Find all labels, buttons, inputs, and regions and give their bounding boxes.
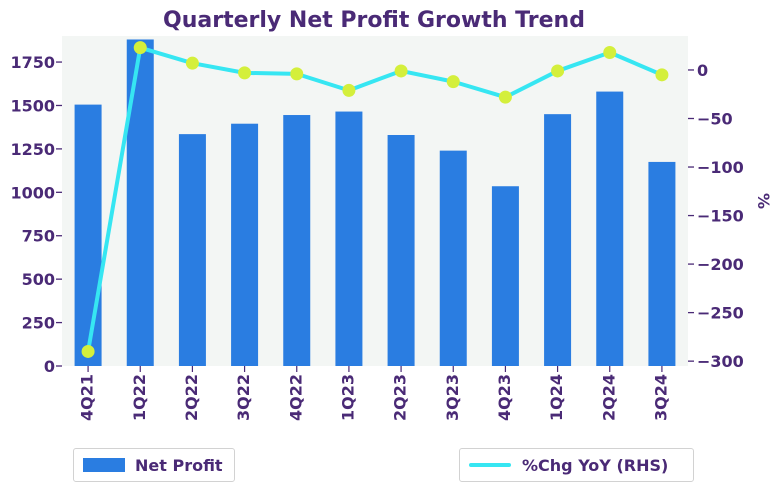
x-axis-label-2Q23: 2Q23 xyxy=(391,374,410,421)
left-axis-labels: 0 250 500 750 1000 1250 1500 1750 xyxy=(10,53,62,376)
yoy-point-2Q23 xyxy=(394,64,408,78)
bar-3Q22 xyxy=(231,123,259,366)
x-axis-label-3Q22: 3Q22 xyxy=(234,374,253,421)
left-axis-tick-label: 1500 xyxy=(10,96,55,115)
right-axis-tick-label: −300 xyxy=(697,352,744,371)
right-axis-tick-label: −200 xyxy=(697,255,744,274)
line-series-layer xyxy=(81,41,669,358)
yoy-point-4Q21 xyxy=(81,344,95,358)
yoy-point-3Q24 xyxy=(655,68,669,82)
x-axis-label-4Q22: 4Q22 xyxy=(286,374,305,421)
right-axis-tick-label: −250 xyxy=(697,304,744,323)
bar-2Q24 xyxy=(596,91,624,366)
left-axis-tick-label: 1250 xyxy=(10,140,55,159)
bar-2Q22 xyxy=(178,134,206,366)
bar-4Q23 xyxy=(491,186,519,366)
bar-4Q22 xyxy=(283,115,311,367)
left-axis-tick-label: 0 xyxy=(44,357,55,376)
right-axis-tick-label: −150 xyxy=(697,207,744,226)
x-axis-label-3Q23: 3Q23 xyxy=(443,374,462,421)
chart-title: Quarterly Net Profit Growth Trend xyxy=(163,8,585,33)
bar-1Q24 xyxy=(544,114,572,366)
right-axis-title: % xyxy=(754,193,773,209)
yoy-point-3Q22 xyxy=(238,66,252,80)
legend-net-profit: Net Profit xyxy=(73,448,235,482)
legend-line-swatch xyxy=(469,463,511,467)
plot-background xyxy=(62,36,688,366)
bar-1Q22 xyxy=(126,39,154,366)
legend-yoy-change: %Chg YoY (RHS) xyxy=(459,448,694,482)
legend-net-profit-label: Net Profit xyxy=(135,455,223,475)
left-axis-tick-label: 1750 xyxy=(10,53,55,72)
right-axis-labels: −300 −250 −200 −150 −100 −50 0 xyxy=(688,61,744,371)
yoy-point-1Q24 xyxy=(551,64,565,78)
yoy-point-4Q22 xyxy=(290,67,304,81)
x-axis-label-3Q24: 3Q24 xyxy=(651,374,670,421)
yoy-point-1Q22 xyxy=(133,41,147,55)
x-axis-label-1Q22: 1Q22 xyxy=(130,374,149,421)
yoy-point-2Q22 xyxy=(185,56,199,70)
bar-3Q24 xyxy=(648,161,676,366)
x-axis-label-1Q24: 1Q24 xyxy=(547,374,566,421)
right-axis-tick-label: 0 xyxy=(697,61,708,80)
x-axis-label-2Q22: 2Q22 xyxy=(182,374,201,421)
left-axis-tick-label: 1000 xyxy=(10,183,55,202)
yoy-point-3Q23 xyxy=(446,75,460,89)
bar-2Q23 xyxy=(387,135,415,366)
x-axis-labels: 4Q21 1Q22 2Q22 3Q22 4Q22 1Q23 2Q23 3Q23 4Q23 1Q24… xyxy=(78,366,670,421)
yoy-change-line xyxy=(86,45,664,354)
left-axis-tick-label: 500 xyxy=(22,270,55,289)
x-axis-label-4Q23: 4Q23 xyxy=(495,374,514,421)
yoy-point-4Q23 xyxy=(498,90,512,104)
left-axis-tick-label: 750 xyxy=(22,227,55,246)
x-axis-label-4Q21: 4Q21 xyxy=(78,374,97,421)
bar-4Q21 xyxy=(74,104,102,367)
yoy-point-2Q24 xyxy=(603,46,617,59)
bar-1Q23 xyxy=(335,111,363,366)
yoy-point-1Q23 xyxy=(342,83,356,97)
bar-3Q23 xyxy=(439,150,467,366)
legend-bar-swatch xyxy=(83,458,125,472)
x-axis-label-1Q23: 1Q23 xyxy=(338,374,357,421)
x-axis-label-2Q24: 2Q24 xyxy=(599,374,618,421)
left-axis-tick-label: 250 xyxy=(22,314,55,333)
bars-layer xyxy=(74,39,676,367)
legend-yoy-label: %Chg YoY (RHS) xyxy=(522,455,669,475)
right-axis-tick-label: −100 xyxy=(697,158,744,177)
right-axis-tick-label: −50 xyxy=(697,110,733,129)
